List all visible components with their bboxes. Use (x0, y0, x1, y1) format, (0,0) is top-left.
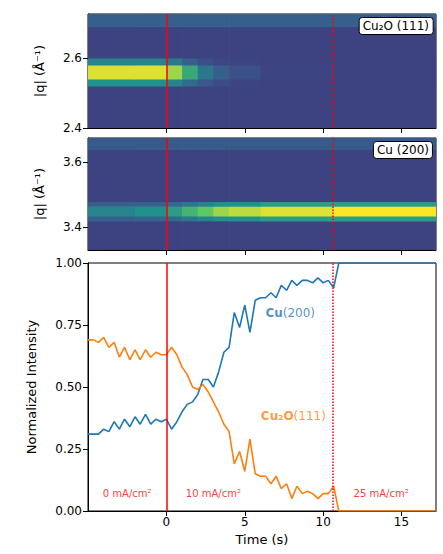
svg-text:Time (s): Time (s) (235, 532, 289, 547)
svg-text:Cu: Cu (265, 306, 282, 320)
svg-text:0.25: 0.25 (55, 442, 82, 456)
svg-text:2.6: 2.6 (63, 51, 82, 65)
svg-text:Cu₂O (111): Cu₂O (111) (363, 19, 429, 33)
svg-text:1.00: 1.00 (55, 256, 82, 270)
svg-text:5: 5 (241, 515, 249, 529)
svg-text:0 mA/cm²: 0 mA/cm² (103, 488, 152, 499)
svg-text:10: 10 (315, 515, 330, 529)
svg-text:Cu (200): Cu (200) (377, 143, 429, 157)
svg-text:Normalized Intensity: Normalized Intensity (24, 319, 39, 454)
svg-text:0.75: 0.75 (55, 318, 82, 332)
svg-text:0.50: 0.50 (55, 380, 82, 394)
svg-text:|q| (Å⁻¹): |q| (Å⁻¹) (32, 45, 47, 97)
svg-text:15: 15 (394, 515, 409, 529)
svg-text:(111): (111) (294, 409, 326, 423)
svg-text:3.6: 3.6 (63, 155, 82, 169)
svg-text:25 mA/cm²: 25 mA/cm² (354, 488, 409, 499)
svg-text:(200): (200) (283, 306, 315, 320)
svg-text:|q| (Å⁻¹): |q| (Å⁻¹) (32, 168, 47, 220)
svg-text:10 mA/cm²: 10 mA/cm² (186, 488, 241, 499)
svg-text:3.4: 3.4 (63, 220, 82, 234)
svg-text:0.00: 0.00 (55, 504, 82, 518)
svg-text:Cu₂O: Cu₂O (261, 409, 294, 423)
svg-text:0: 0 (163, 515, 171, 529)
svg-text:2.4: 2.4 (63, 121, 82, 135)
